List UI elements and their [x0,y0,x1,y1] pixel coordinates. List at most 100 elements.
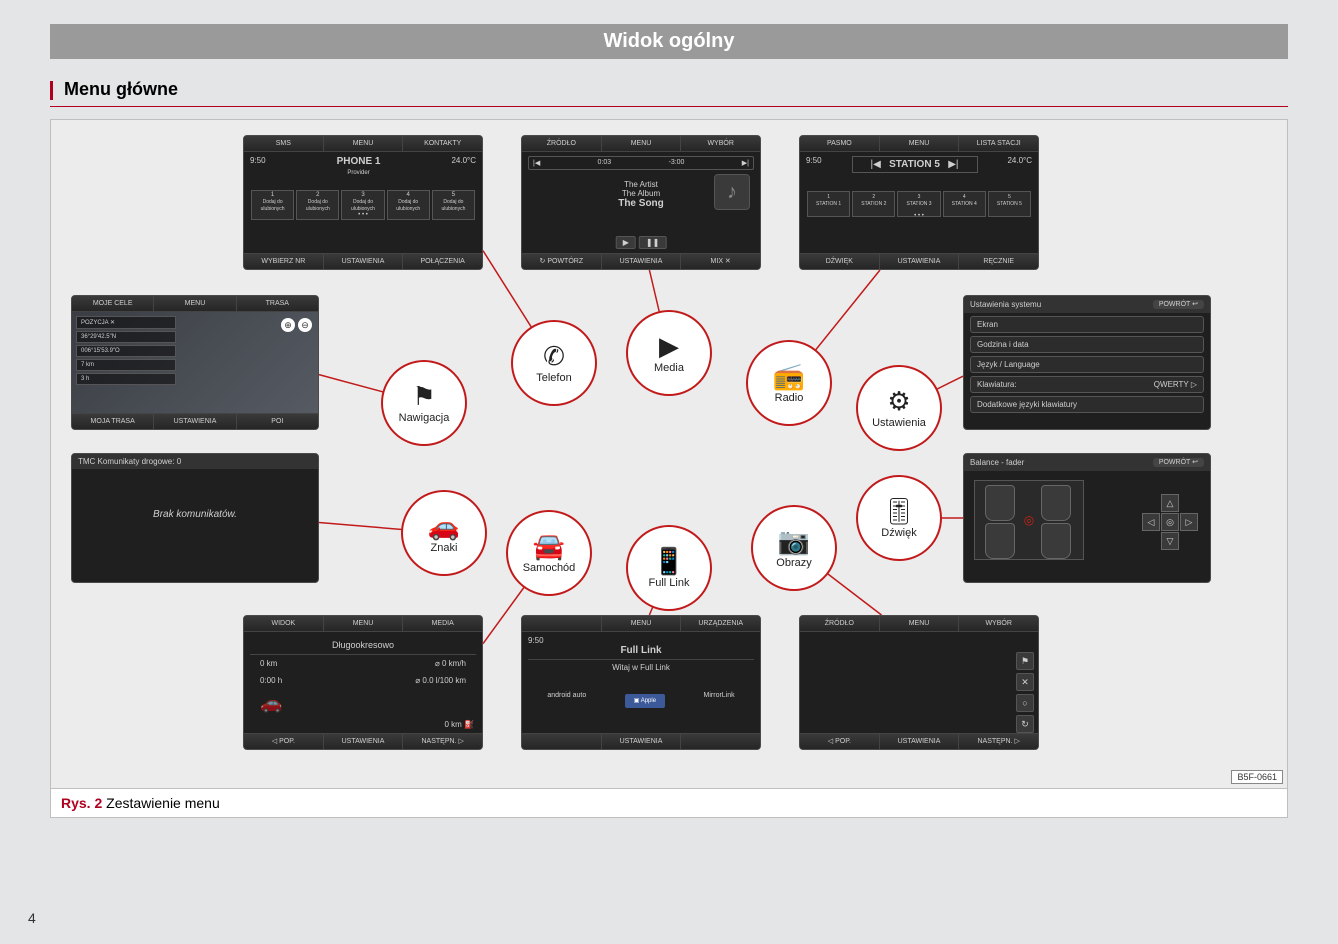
tab[interactable]: WYBÓR [959,616,1038,631]
tab[interactable]: NASTĘPN. ▷ [403,734,482,749]
tab[interactable]: USTAWIENIA [880,734,960,749]
telefon-icon: ✆ [543,343,565,369]
fulllink-icon: 📱 [653,548,685,574]
menu-circle-radio[interactable]: 📻Radio [746,340,832,426]
screen-body: 9:50Full LinkWitaj w Full Linkandroid au… [522,632,760,733]
menu-circle-samochod[interactable]: 🚘Samochód [506,510,592,596]
tab[interactable]: NASTĘPN. ▷ [959,734,1038,749]
tab[interactable]: RĘCZNIE [959,254,1038,269]
screen-body: Ustawienia systemuPOWRÓT ↩EkranGodzina i… [964,296,1210,429]
menu-circle-ustawienia[interactable]: ⚙Ustawienia [856,365,942,451]
tab[interactable]: PASMO [800,136,880,151]
play-controls[interactable]: ▶❚❚ [616,236,667,249]
tab[interactable]: DŹWIĘK [800,254,880,269]
screen-fulllink: MENUURZĄDZENIA9:50Full LinkWitaj w Full … [521,615,761,750]
menu-circle-znaki[interactable]: 🚗 Znaki [401,490,487,576]
settings-item[interactable]: Godzina i data [970,336,1204,353]
menu-circle-label: Media [654,362,684,374]
screen-traffic: TMC Komunikaty drogowe: 0Brak komunikató… [71,453,319,583]
dzwiek-icon: 🎚 [882,498,915,524]
tab[interactable]: MIX ✕ [681,254,760,269]
menu-circle-label: Full Link [649,577,690,589]
menu-circle-label: Telefon [536,372,571,384]
settings-item[interactable]: Dodatkowe języki klawiatury [970,396,1204,413]
tab[interactable]: WYBÓR [681,136,760,151]
tab[interactable]: SMS [244,136,324,151]
tab[interactable]: URZĄDZENIA [681,616,760,631]
tab-row: ŹRÓDŁOMENUWYBÓR [800,616,1038,632]
menu-circle-fulllink[interactable]: 📱 Full Link [626,525,712,611]
znaki-icon: 🚗 [428,513,460,539]
menu-circle-media[interactable]: ▶Media [626,310,712,396]
figure-caption-text: Zestawienie menu [106,795,220,811]
tab[interactable]: ↻ POWTÓRZ [522,254,602,269]
tab[interactable]: MENU [154,296,236,311]
tab[interactable] [522,616,602,631]
section-title-wrap: Menu główne [50,79,1288,107]
tab[interactable]: USTAWIENIA [154,414,236,429]
tab[interactable]: MENU [324,136,404,151]
tab[interactable]: POI [237,414,318,429]
screen-body: Balance - faderPOWRÓT ↩◎△◁◎▷▽ [964,454,1210,582]
tab[interactable]: USTAWIENIA [324,734,404,749]
menu-circle-obrazy[interactable]: 📷Obrazy [751,505,837,591]
screen-phone: SMSMENUKONTAKTY9:50PHONE 1Provider24.0°C… [243,135,483,270]
screen-body: 9:50|◀ STATION 5 ▶|24.0°C1STATION 12STAT… [800,152,1038,253]
screen-body: TMC Komunikaty drogowe: 0Brak komunikató… [72,454,318,582]
tab[interactable]: LISTA STACJI [959,136,1038,151]
screen-body: Długookresowo0 km⌀ 0 km/h0:00 h⌀ 0.0 l/1… [244,632,482,733]
tab[interactable]: MEDIA [403,616,482,631]
header-bar: Widok ogólny [50,24,1288,59]
tab-row: ŹRÓDŁOMENUWYBÓR [522,136,760,152]
tab[interactable]: USTAWIENIA [880,254,960,269]
radio-icon: 📻 [773,363,805,389]
tab[interactable]: WYBIERZ NR [244,254,324,269]
tab[interactable]: ◁ POP. [244,734,324,749]
tab-row: WYBIERZ NRUSTAWIENIAPOŁĄCZENIA [244,253,482,269]
menu-circle-nawigacja[interactable]: ⚑Nawigacja [381,360,467,446]
settings-item[interactable]: Ekran [970,316,1204,333]
tab[interactable]: POŁĄCZENIA [403,254,482,269]
tab[interactable]: USTAWIENIA [324,254,404,269]
screen-body: ⚑✕○↻▶ [800,632,1038,733]
tab[interactable]: WIDOK [244,616,324,631]
tab[interactable]: MOJA TRASA [72,414,154,429]
tab[interactable] [681,734,760,749]
tab[interactable]: MENU [602,616,682,631]
manual-page: Widok ogólny Menu główne B5F-0661 SMSMEN… [0,0,1338,944]
tab[interactable]: ◁ POP. [800,734,880,749]
figure-caption: Rys. 2 Zestawienie menu [50,789,1288,818]
tab[interactable]: MOJE CELE [72,296,154,311]
screen-balance: Balance - faderPOWRÓT ↩◎△◁◎▷▽ [963,453,1211,583]
tab[interactable]: MENU [880,136,960,151]
menu-circle-label: Obrazy [776,557,811,569]
menu-circle-telefon[interactable]: ✆ Telefon [511,320,597,406]
tab[interactable] [522,734,602,749]
menu-circle-label: Znaki [431,542,458,554]
tab-row: SMSMENUKONTAKTY [244,136,482,152]
tab-row: MENUURZĄDZENIA [522,616,760,632]
tab[interactable]: ŹRÓDŁO [800,616,880,631]
screen-media: ŹRÓDŁOMENUWYBÓR|◀0:03-3:00▶|♪The ArtistT… [521,135,761,270]
screen-body: POZYCJA ✕36°29'42.5"N006°15'53.9"O7 km3 … [72,312,318,413]
tab-row: USTAWIENIA [522,733,760,749]
tab[interactable]: USTAWIENIA [602,734,682,749]
tab[interactable]: MENU [324,616,404,631]
ustawienia-icon: ⚙ [887,388,910,414]
menu-circle-dzwiek[interactable]: 🎚Dźwięk [856,475,942,561]
tab[interactable]: ŹRÓDŁO [522,136,602,151]
figure-box: B5F-0661 SMSMENUKONTAKTY9:50PHONE 1Provi… [50,119,1288,789]
tab[interactable]: USTAWIENIA [602,254,682,269]
tab-row: ◁ POP.USTAWIENIANASTĘPN. ▷ [800,733,1038,749]
section-title: Menu główne [64,79,1288,106]
tab[interactable]: MENU [602,136,682,151]
settings-item[interactable]: Klawiatura:QWERTY ▷ [970,376,1204,393]
tab[interactable]: TRASA [237,296,318,311]
image-id-label: B5F-0661 [1231,770,1283,784]
tab[interactable]: MENU [880,616,960,631]
settings-item[interactable]: Język / Language [970,356,1204,373]
page-number: 4 [28,910,36,926]
tab[interactable]: KONTAKTY [403,136,482,151]
tab-row: MOJE CELEMENUTRASA [72,296,318,312]
tab-row: ↻ POWTÓRZUSTAWIENIAMIX ✕ [522,253,760,269]
